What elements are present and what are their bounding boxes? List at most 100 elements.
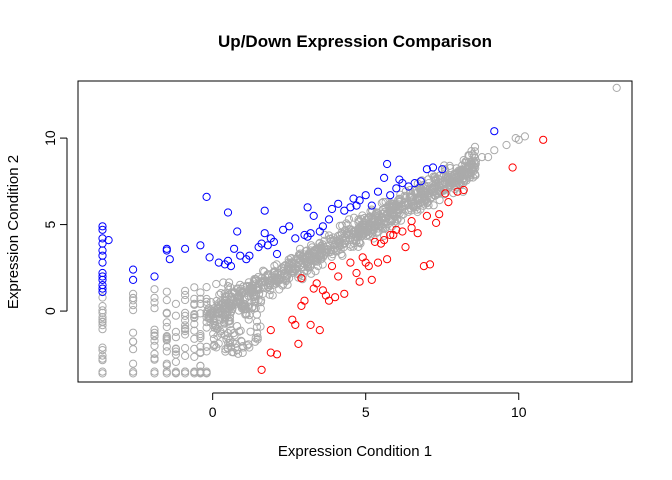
series-0-point xyxy=(490,127,499,136)
neutral-point xyxy=(283,280,292,289)
neutral-point xyxy=(354,227,363,237)
series-1-point xyxy=(315,326,324,335)
series-0-point xyxy=(104,236,113,245)
neutral-point xyxy=(294,254,303,264)
series-0 xyxy=(98,127,499,297)
neutral-point xyxy=(181,295,190,305)
neutral-point xyxy=(270,261,279,270)
neutral-point xyxy=(354,242,363,251)
neutral-point xyxy=(171,347,180,356)
neutral-point xyxy=(461,159,470,168)
neutral-point xyxy=(427,185,437,194)
neutral-point xyxy=(209,329,218,338)
neutral-point xyxy=(408,201,417,210)
neutral-point xyxy=(469,166,478,175)
neutral-point xyxy=(220,295,230,304)
neutral-point xyxy=(270,267,279,276)
neutral-point xyxy=(150,285,159,294)
series-0-point xyxy=(162,244,171,253)
neutral-point xyxy=(190,326,199,335)
neutral-point xyxy=(335,238,344,247)
neutral-point xyxy=(255,285,264,294)
series-0-point xyxy=(291,234,300,243)
series-1-point xyxy=(312,279,321,288)
neutral-point xyxy=(212,296,221,306)
series-0-point xyxy=(98,272,107,281)
neutral-point xyxy=(338,251,347,260)
series-0-point xyxy=(438,165,447,174)
neutral-point xyxy=(150,304,159,313)
series-0-point xyxy=(98,234,107,243)
series-1-point xyxy=(407,217,416,226)
neutral-point xyxy=(420,193,429,202)
neutral-point xyxy=(190,283,199,292)
neutral-point xyxy=(171,345,180,354)
neutral-point xyxy=(150,331,159,340)
neutral-point xyxy=(464,157,473,166)
neutral-point xyxy=(355,228,364,237)
neutral-point xyxy=(181,330,190,339)
neutral-point xyxy=(210,340,219,349)
neutral-point xyxy=(318,253,327,262)
series-0-point xyxy=(263,241,272,250)
neutral-point xyxy=(429,172,438,181)
series-1-point xyxy=(407,223,416,233)
neutral-point xyxy=(150,349,159,358)
neutral-point xyxy=(265,290,274,299)
neutral-point xyxy=(162,318,171,327)
series-0-point xyxy=(214,258,223,267)
neutral-point xyxy=(190,300,199,309)
neutral-point xyxy=(220,301,229,310)
neutral-point xyxy=(417,176,426,185)
neutral-point xyxy=(286,254,295,263)
x-tick-label: 5 xyxy=(362,404,370,420)
neutral-point xyxy=(129,345,138,354)
neutral-point xyxy=(368,225,378,234)
neutral-point xyxy=(363,227,372,237)
series-1-point xyxy=(346,258,355,267)
series-1-point xyxy=(508,163,517,172)
neutral-point xyxy=(360,218,369,227)
neutral-point xyxy=(150,355,159,364)
series-0-point xyxy=(245,251,254,260)
series-0-point xyxy=(257,239,266,248)
neutral-point xyxy=(455,167,464,176)
neutral-point xyxy=(255,289,264,298)
series-1 xyxy=(257,135,548,374)
neutral-point xyxy=(171,357,180,366)
neutral-point xyxy=(415,191,424,201)
series-1-point xyxy=(334,272,343,281)
neutral-point xyxy=(98,302,107,311)
series-1-point xyxy=(398,227,407,236)
series-0-point xyxy=(165,255,174,264)
series-1-point xyxy=(364,262,373,271)
series-0-point xyxy=(236,251,245,260)
neutral-point xyxy=(162,332,171,341)
neutral-point xyxy=(150,328,159,337)
neutral-point xyxy=(484,153,493,162)
neutral-point xyxy=(190,294,199,303)
series-0-point xyxy=(129,265,138,274)
series-0-point xyxy=(285,222,294,231)
neutral-point xyxy=(190,352,199,361)
neutral-point xyxy=(231,296,241,306)
series-0-point xyxy=(260,206,269,215)
series-0-point xyxy=(380,173,389,182)
neutral-point xyxy=(440,165,449,174)
neutral-point xyxy=(150,341,159,350)
neutral-point xyxy=(216,289,225,298)
neutral-point xyxy=(162,296,171,305)
neutral-point xyxy=(150,293,159,302)
neutral-point xyxy=(252,310,261,319)
neutral-point xyxy=(388,208,397,218)
neutral-point xyxy=(129,369,138,378)
neutral-point xyxy=(235,294,245,303)
series-0-point xyxy=(279,225,288,234)
series-1-point xyxy=(432,218,441,227)
neutral-point xyxy=(250,275,259,284)
neutral-point xyxy=(468,165,477,174)
neutral-point xyxy=(225,278,234,287)
series-1-point xyxy=(370,237,379,246)
neutral-point xyxy=(370,217,379,226)
